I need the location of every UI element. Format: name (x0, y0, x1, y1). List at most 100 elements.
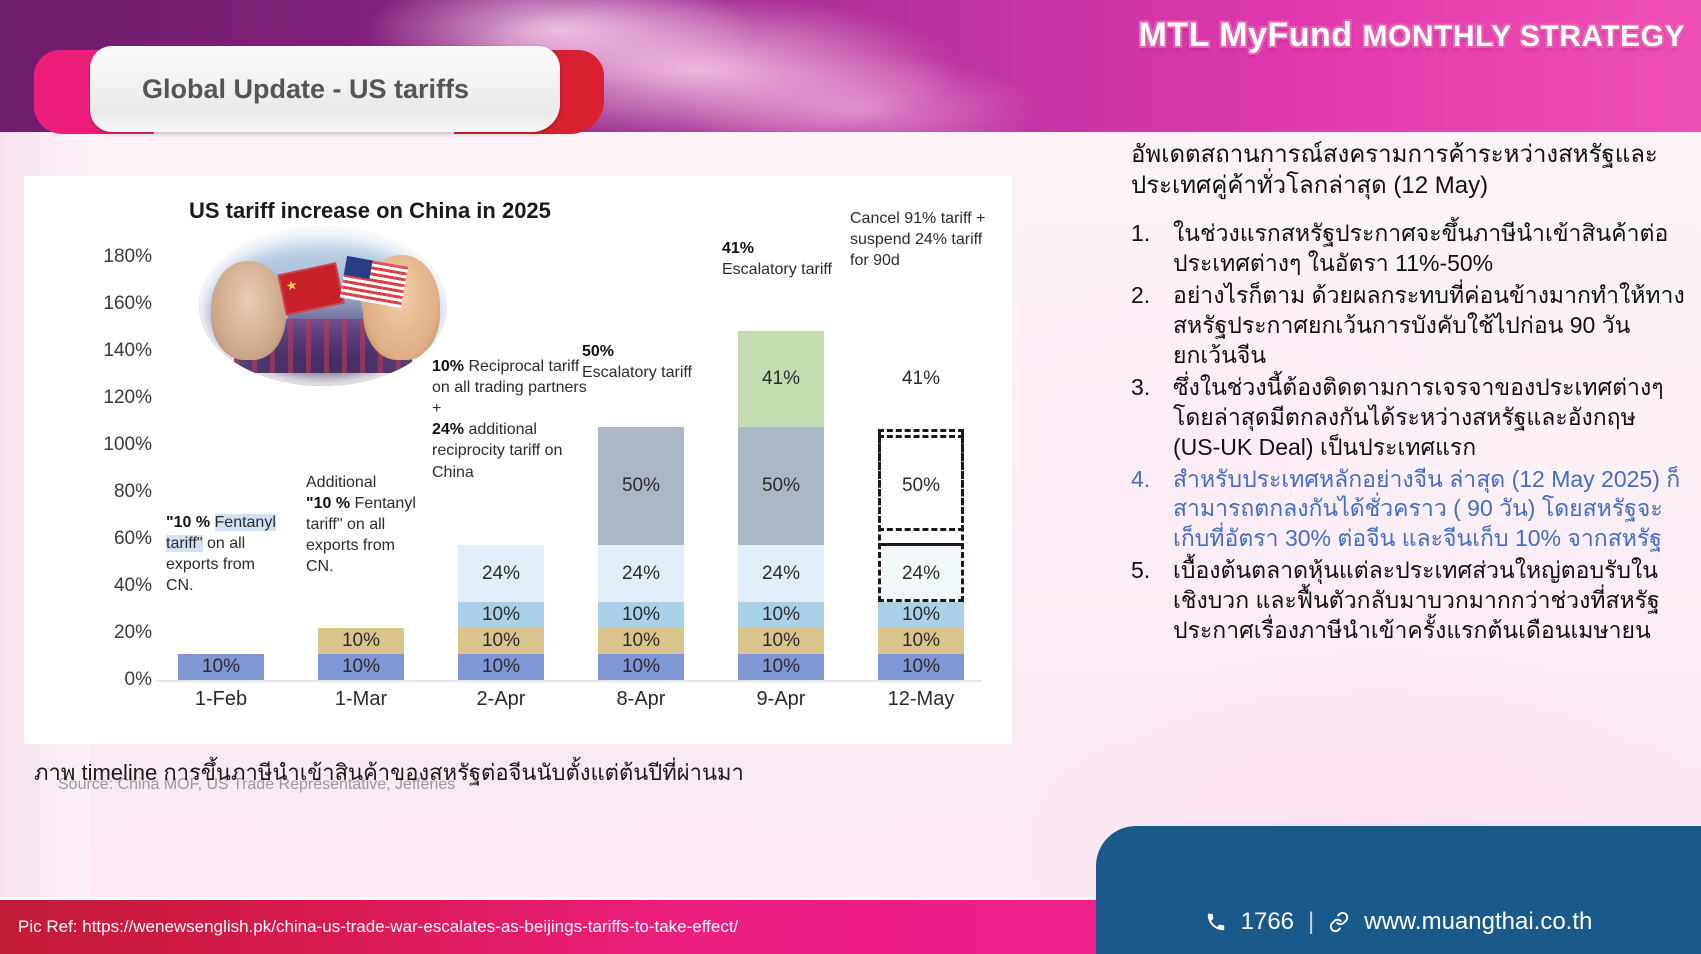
dashed-outline-50-24 (878, 429, 964, 602)
bar-segment-mar-fentanyl-2: 10% (318, 628, 404, 654)
list-item-text: อย่างไรก็ตาม ด้วยผลกระทบที่ค่อนข้างมากทำ… (1173, 282, 1685, 368)
summary-panel: อัพเดตสถานการณ์สงครามการค้าระหว่างสหรัฐแ… (1131, 140, 1687, 648)
list-item-number: 4. (1131, 465, 1151, 492)
bar-segment-apr8-reciprocity-24: 24% (598, 545, 684, 602)
y-tick-160: 160% (103, 293, 152, 314)
annotation-1-mar: Additional "10 % Fentanyl tariff" on all… (306, 472, 418, 578)
link-icon (1328, 911, 1350, 933)
list-item-text: ซึ่งในช่วงนี้ต้องติดตามการเจรจาของประเทศ… (1173, 373, 1664, 460)
footer-picture-reference: Pic Ref: https://wenewsenglish.pk/china-… (18, 917, 739, 936)
annotation-mar-rest: Fentanyl tariff" on all exports from CN. (306, 495, 416, 576)
brand-logo: MTL MyFund MONTHLY STRATEGY (1139, 16, 1685, 55)
solid-rule-24-top (878, 543, 964, 546)
annotation-1-feb: "10 % Fentanyl tariff" on all exports fr… (166, 512, 276, 596)
footer-website[interactable]: www.muangthai.co.th (1364, 908, 1593, 935)
bar-segment-apr2-fentanyl-2: 10% (458, 628, 544, 654)
x-label-1-mar: 1-Mar (334, 688, 388, 710)
list-item: 5. เบื้องต้นตลาดหุ้นแต่ละประเทศส่วนใหญ่ต… (1131, 556, 1687, 646)
annotation-8-apr: 50% Escalatory tariff (582, 341, 692, 383)
annotation-2-apr: 10% Reciprocal tariff on all trading par… (432, 356, 600, 483)
bar-segment-mar-fentanyl-1: 10% (318, 654, 404, 680)
chart-caption: ภาพ timeline การขึ้นภาษีนำเข้าสินค้าของส… (34, 760, 744, 785)
y-tick-40: 40% (113, 575, 152, 596)
annotation-mar-lead: Additional (306, 474, 377, 491)
ribbon-plate: Global Update - US tariffs (90, 46, 560, 132)
annotation-apr2-plus: + (432, 400, 442, 418)
y-tick-0: 0% (124, 669, 152, 690)
list-item-number: 2. (1131, 282, 1151, 309)
footer-divider (0, 897, 1120, 900)
brand-primary-text: MTL MyFund (1138, 16, 1353, 54)
list-item-text: เบื้องต้นตลาดหุ้นแต่ละประเทศส่วนใหญ่ตอบร… (1173, 557, 1660, 644)
list-item-text: ในช่วงแรกสหรัฐประกาศจะขึ้นภาษีนำเข้าสินค… (1173, 220, 1669, 277)
leaders-photo-montage (199, 226, 447, 386)
slide-title-ribbon: Global Update - US tariffs (34, 46, 604, 134)
chart-card: US tariff increase on China in 2025 0% 2… (24, 176, 1012, 793)
y-tick-180: 180% (103, 246, 152, 267)
bar-segment-apr9-escalatory-41: 41% (738, 331, 824, 427)
list-item-number: 3. (1131, 373, 1151, 400)
page-title: Global Update - US tariffs (142, 73, 470, 104)
bar-segment-may12-escalatory-50-cancelled: 50% (901, 475, 941, 496)
bar-8-apr[interactable]: 50% 24% 10% 10% 10% (598, 427, 684, 680)
annotation-apr2-bold2: 24% (432, 421, 465, 439)
bar-segment-may12-reciprocity-24-suspended: 24% (878, 545, 964, 602)
y-tick-60: 60% (113, 528, 152, 549)
bar-1-feb[interactable]: 10% (178, 654, 264, 680)
annotation-apr2-rest: Reciprocal tariff on all trading partner… (432, 358, 587, 397)
annotation-12-may: Cancel 91% tariff + suspend 24% tariff f… (850, 208, 990, 271)
y-tick-140: 140% (103, 340, 152, 361)
chart-baseline (156, 680, 982, 682)
footer-reference-bar: Pic Ref: https://wenewsenglish.pk/china-… (0, 900, 1120, 954)
bar-1-mar[interactable]: 10% 10% (318, 628, 404, 680)
chart-y-axis: 0% 20% 40% 60% 80% 100% 120% 140% 160% 1… (74, 234, 152, 690)
bar-segment-apr8-fentanyl-1: 10% (598, 654, 684, 680)
bar-segment-apr8-fentanyl-2: 10% (598, 628, 684, 654)
summary-list: 1. ในช่วงแรกสหรัฐประกาศจะขึ้นภาษีนำเข้าส… (1131, 219, 1687, 645)
annotation-apr8-rest: Escalatory tariff (582, 364, 692, 382)
footer-contact-panel: 1766 | www.muangthai.co.th (1096, 826, 1701, 954)
chart-x-axis: 1-Feb 1-Mar 2-Apr 8-Apr 9-Apr 12-May (156, 688, 996, 728)
bar-segment-apr2-reciprocal-10: 10% (458, 602, 544, 628)
x-label-1-feb: 1-Feb (194, 688, 248, 710)
annotation-feb-bold: "10 % (166, 514, 211, 531)
bar-2-apr[interactable]: 24% 10% 10% 10% (458, 545, 544, 680)
annotation-mar-bold: "10 % (306, 495, 351, 513)
annotation-apr9-rest: Escalatory tariff (722, 261, 832, 279)
chart-source: Source: China MOF, US Trade Representati… (58, 776, 456, 793)
annotation-feb-rest: on all exports from CN. (166, 535, 255, 595)
y-tick-20: 20% (113, 622, 152, 643)
list-item: 3. ซึ่งในช่วงนี้ต้องติดตามการเจรจาของประ… (1131, 373, 1687, 463)
x-label-9-apr: 9-Apr (756, 688, 806, 710)
annotation-may12-text: Cancel 91% tariff + suspend 24% tariff f… (850, 210, 986, 270)
bar-segment-may12-fentanyl-2: 10% (878, 628, 964, 654)
bar-segment-apr9-reciprocity-24: 24% (738, 545, 824, 602)
x-label-8-apr: 8-Apr (616, 688, 666, 710)
brand-secondary-text: MONTHLY STRATEGY (1362, 20, 1685, 53)
bar-segment-may12-fentanyl-1: 10% (878, 654, 964, 680)
footer-phone-number[interactable]: 1766 (1240, 908, 1295, 935)
y-tick-100: 100% (103, 434, 152, 455)
bar-segment-apr9-escalatory-50: 50% (738, 427, 824, 545)
annotation-9-apr: 41% Escalatory tariff (722, 238, 832, 280)
chart-plot-area: 10% 10% 10% 24% 10% 10% 10% 50% 24% 10% … (156, 234, 996, 680)
bar-segment-feb-fentanyl: 10% (178, 654, 264, 680)
bar-segment-apr2-reciprocity-24: 24% (458, 545, 544, 602)
chart-title: US tariff increase on China in 2025 (189, 198, 551, 223)
annotation-apr2-bold: 10% (432, 358, 465, 375)
annotation-apr9-bold: 41% (722, 240, 755, 257)
bar-segment-apr9-reciprocal-10: 10% (738, 602, 824, 628)
bar-segment-may12-escalatory-41-cancelled: 41% (901, 368, 941, 389)
bar-segment-apr8-reciprocal-10: 10% (598, 602, 684, 628)
x-label-12-may: 12-May (887, 688, 955, 710)
list-item-number: 5. (1131, 557, 1151, 584)
annotation-apr8-bold: 50% (582, 343, 615, 360)
bar-12-may[interactable]: 41% 50% 24% 10% 10% 10% (878, 331, 964, 680)
bar-9-apr[interactable]: 41% 50% 24% 10% 10% 10% (738, 331, 824, 680)
y-tick-80: 80% (113, 481, 152, 502)
phone-icon (1205, 911, 1227, 933)
footer-divider-pipe: | (1308, 908, 1315, 935)
annotation-apr2-rest2: additional reciprocity tariff on China (432, 421, 563, 481)
footer-contact-inner: 1766 | www.muangthai.co.th (1205, 908, 1593, 936)
list-item-highlighted: 4. สำหรับประเทศหลักอย่างจีน ล่าสุด (12 M… (1131, 465, 1687, 555)
